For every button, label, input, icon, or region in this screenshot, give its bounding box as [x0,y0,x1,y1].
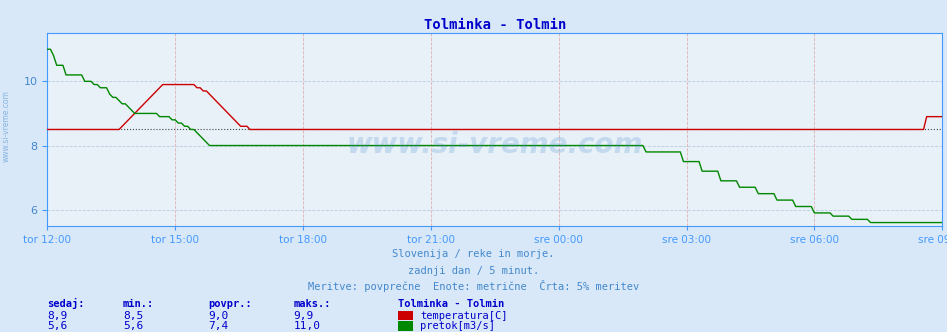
Text: 9,9: 9,9 [294,311,313,321]
Text: zadnji dan / 5 minut.: zadnji dan / 5 minut. [408,266,539,276]
Text: Slovenija / reke in morje.: Slovenija / reke in morje. [392,249,555,259]
Text: 11,0: 11,0 [294,321,321,331]
Title: Tolminka - Tolmin: Tolminka - Tolmin [423,18,566,32]
Text: 9,0: 9,0 [208,311,228,321]
Text: 7,4: 7,4 [208,321,228,331]
Text: Meritve: povprečne  Enote: metrične  Črta: 5% meritev: Meritve: povprečne Enote: metrične Črta:… [308,281,639,292]
Text: 8,5: 8,5 [123,311,143,321]
Text: 8,9: 8,9 [47,311,67,321]
Text: Tolminka - Tolmin: Tolminka - Tolmin [398,299,504,309]
Text: sedaj:: sedaj: [47,298,85,309]
Text: www.si-vreme.com: www.si-vreme.com [347,131,643,159]
Text: 5,6: 5,6 [123,321,143,331]
Text: povpr.:: povpr.: [208,299,252,309]
Text: temperatura[C]: temperatura[C] [420,311,508,321]
Text: www.si-vreme.com: www.si-vreme.com [2,90,11,162]
Text: 5,6: 5,6 [47,321,67,331]
Text: pretok[m3/s]: pretok[m3/s] [420,321,495,331]
Text: min.:: min.: [123,299,154,309]
Text: maks.:: maks.: [294,299,331,309]
